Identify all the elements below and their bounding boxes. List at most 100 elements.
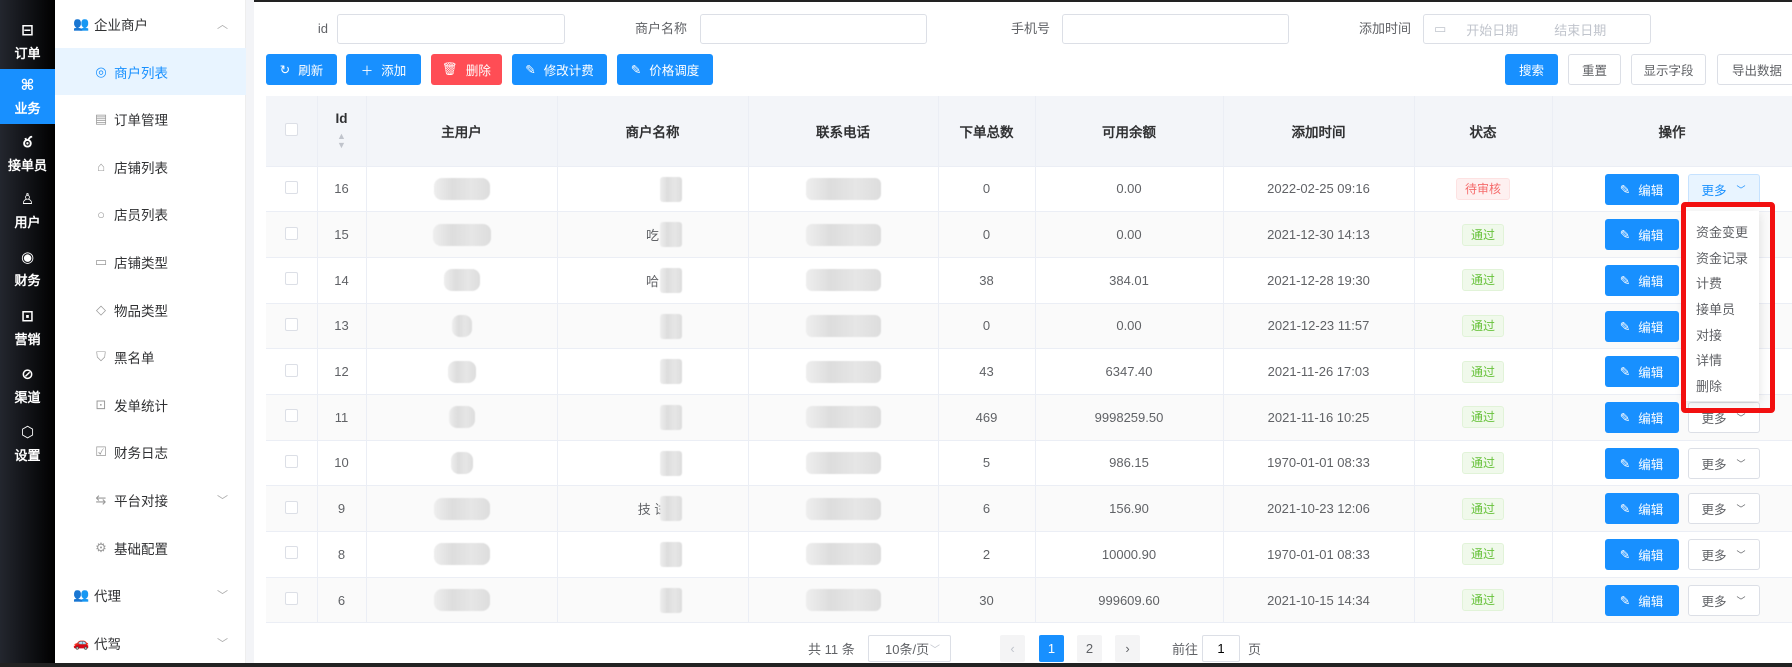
id-input[interactable] <box>337 14 565 44</box>
show-fields-button[interactable]: 显示字段 <box>1631 54 1706 85</box>
table-row: 13 0 0.00 2021-12-23 11:57 通过 ✎ 编辑 <box>266 303 1792 350</box>
sidebar-item-3[interactable]: ○ 店员列表 <box>55 191 246 238</box>
edit-button[interactable]: ✎ 编辑 <box>1604 539 1679 570</box>
add-button[interactable]: ＋ 添加 <box>346 54 421 85</box>
dropdown-item[interactable]: 计费 <box>1696 276 1723 292</box>
sidebar-item-1[interactable]: ▤ 订单管理 <box>55 96 246 143</box>
cell-status: 通过 <box>1414 348 1553 395</box>
sidebar-item-7[interactable]: ⊡ 发单统计 <box>55 381 246 428</box>
date-range-picker[interactable]: ▭ 开始日期 结束日期 <box>1423 14 1651 44</box>
edit-button[interactable]: ✎ 编辑 <box>1604 447 1679 479</box>
sidebar-item-9[interactable]: ⇆ 平台对接 ﹀ <box>55 476 246 523</box>
more-button[interactable]: 更多 ﹀ <box>1687 493 1760 525</box>
more-button[interactable]: 更多 ﹀ <box>1687 447 1760 479</box>
nav-item-7[interactable]: ⬡ 设置 <box>0 416 55 471</box>
merchant-name-input[interactable] <box>700 14 927 44</box>
dropdown-item[interactable]: 对接 <box>1696 327 1723 343</box>
row-checkbox[interactable] <box>284 454 298 468</box>
refresh-button[interactable]: ↻ 刷新 <box>266 54 337 85</box>
start-date-input[interactable]: 开始日期 <box>1466 22 1519 38</box>
dropdown-item[interactable]: 资金变更 <box>1696 225 1749 240</box>
dropdown-item[interactable]: 详情 <box>1696 353 1723 369</box>
row-select <box>266 440 318 487</box>
cell-actions: ✎ 编辑 更多 ﹀ <box>1552 440 1792 487</box>
end-date-input[interactable]: 结束日期 <box>1554 22 1607 38</box>
total-count: 共 11 条 <box>808 641 855 657</box>
status-badge: 通过 <box>1461 497 1504 520</box>
dropdown-item[interactable]: 资金记录 <box>1696 250 1749 266</box>
nav-item-1[interactable]: ⌘ 业务 <box>0 69 55 124</box>
more-button[interactable]: 更多 ﹀ <box>1687 584 1760 616</box>
chevron-down-icon: ﹀ <box>1736 458 1746 469</box>
dropdown-item[interactable]: 删除 <box>1696 379 1723 395</box>
nav-item-2[interactable]: ఠ 接单员 <box>0 126 55 181</box>
row-checkbox[interactable] <box>284 409 298 423</box>
row-checkbox[interactable] <box>284 317 298 331</box>
edit-fee-label: 修改计费 <box>543 64 594 78</box>
phone-input[interactable] <box>1062 14 1289 44</box>
pen-icon: ✎ <box>525 63 536 77</box>
row-checkbox[interactable] <box>284 546 298 560</box>
page-size-select[interactable]: 10条/页 ﹀ <box>868 635 951 662</box>
reset-button[interactable]: 重置 <box>1568 54 1621 85</box>
edit-button[interactable]: ✎ 编辑 <box>1604 173 1679 205</box>
more-button[interactable]: 更多 ﹀ <box>1687 539 1760 570</box>
edit-button[interactable]: ✎ 编辑 <box>1604 310 1679 342</box>
select-all-checkbox[interactable] <box>284 122 298 136</box>
search-button[interactable]: 搜索 <box>1505 54 1558 85</box>
row-checkbox[interactable] <box>284 226 298 240</box>
sidebar-item-10[interactable]: ⚙ 基础配置 <box>55 524 246 571</box>
cell-add-time: 2021-12-23 11:57 <box>1223 303 1415 350</box>
nav-item-4[interactable]: ◉ 财务 <box>0 241 55 296</box>
next-page-button[interactable]: › <box>1115 635 1140 662</box>
nav-item-6[interactable]: ⊘ 渠道 <box>0 358 55 413</box>
edit-button[interactable]: ✎ 编辑 <box>1604 584 1679 616</box>
sidebar-group-1[interactable]: 🚗 代驾 ﹀ <box>55 619 246 666</box>
sidebar-item-5[interactable]: ◇ 物品类型 <box>55 286 246 333</box>
cell-main-user <box>366 531 558 578</box>
sidebar-item-2[interactable]: ⌂ 店铺列表 <box>55 143 246 190</box>
sort-icon[interactable]: ▲ ▼ <box>337 131 346 151</box>
row-checkbox[interactable] <box>284 592 298 606</box>
page-2-button[interactable]: 2 <box>1077 635 1102 662</box>
primary-sidebar: ⊟ 订单 ⌘ 业务 ఠ 接单员 ♙ 用户 ◉ 财务 ⊡ 营销 ⊘ 渠道 ⬡ 设置 <box>0 0 55 667</box>
sidebar-group-merchant[interactable]: 👥 企业商户 ︿ <box>55 0 246 47</box>
edit-button[interactable]: ✎ 编辑 <box>1604 219 1679 251</box>
table-row: 10 5 986.15 1970-01-01 08:33 通过 ✎ 编辑 更多 ﹀ <box>266 440 1792 487</box>
edit-button[interactable]: ✎ 编辑 <box>1604 493 1679 525</box>
dropdown-item[interactable]: 接单员 <box>1696 302 1736 318</box>
redacted-block <box>433 177 490 200</box>
header-id[interactable]: Id ▲ ▼ <box>317 96 367 167</box>
more-button[interactable]: 更多 ﹀ <box>1687 173 1760 205</box>
nav-label: 订单 <box>14 45 41 61</box>
nav-label: 渠道 <box>14 389 41 405</box>
price-adjust-button[interactable]: ✎ 价格调度 <box>617 54 713 85</box>
page-1-button[interactable]: 1 <box>1039 635 1064 662</box>
nav-item-3[interactable]: ♙ 用户 <box>0 183 55 238</box>
goto-page-input[interactable] <box>1202 635 1240 662</box>
sidebar-item-4[interactable]: ▭ 店铺类型 <box>55 238 246 285</box>
more-button[interactable]: 更多 ﹀ <box>1687 401 1760 433</box>
sidebar-item-0[interactable]: ◎ 商户列表 <box>55 48 246 95</box>
row-checkbox[interactable] <box>284 500 298 514</box>
edit-button[interactable]: ✎ 编辑 <box>1604 264 1679 296</box>
cell-phone <box>748 531 939 578</box>
row-checkbox[interactable] <box>284 180 298 194</box>
row-checkbox[interactable] <box>284 272 298 286</box>
edit-button[interactable]: ✎ 编辑 <box>1604 401 1679 433</box>
row-checkbox[interactable] <box>284 363 298 377</box>
nav-item-5[interactable]: ⊡ 营销 <box>0 300 55 355</box>
cell-order-total: 5 <box>938 440 1036 487</box>
group-label: 代驾 <box>94 636 121 652</box>
edit-fee-button[interactable]: ✎ 修改计费 <box>512 54 607 85</box>
nav-item-0[interactable]: ⊟ 订单 <box>0 14 55 69</box>
edit-button[interactable]: ✎ 编辑 <box>1604 356 1679 388</box>
sidebar-item-8[interactable]: ☑ 财务日志 <box>55 429 246 476</box>
export-button[interactable]: 导出数据 <box>1717 54 1792 85</box>
nav-label: 用户 <box>14 214 41 230</box>
prev-page-button[interactable]: ‹ <box>1000 635 1025 662</box>
delete-button[interactable]: 🗑 删除 <box>431 54 502 85</box>
edit-doc-icon: ☑ <box>95 444 107 460</box>
sidebar-item-6[interactable]: ⛉ 黑名单 <box>55 334 246 381</box>
sidebar-group-0[interactable]: 👥 代理 ﹀ <box>55 572 246 619</box>
